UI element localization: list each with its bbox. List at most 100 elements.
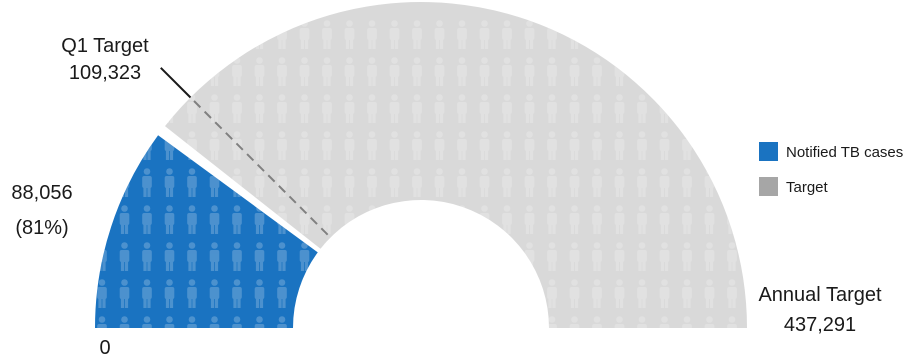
person-icon [367, 168, 377, 197]
legend-label-notified: Notified TB cases [786, 144, 903, 161]
legend: Notified TB cases Target [759, 142, 903, 196]
person-icon [164, 94, 175, 123]
person-icon [614, 316, 625, 328]
person-icon [524, 20, 535, 49]
person-icon [614, 205, 625, 234]
person-icon [367, 131, 377, 160]
person-icon [479, 131, 490, 160]
person-icon [569, 131, 580, 160]
person-icon [637, 168, 647, 197]
person-icon [187, 279, 197, 308]
person-icon [457, 131, 467, 160]
person-icon [344, 94, 355, 123]
person-icon [727, 20, 737, 49]
person-icon [547, 131, 557, 160]
person-icon [682, 242, 692, 271]
person-icon [322, 131, 332, 160]
person-icon [322, 20, 332, 49]
person-icon [524, 279, 535, 308]
person-icon [434, 242, 445, 271]
person-icon [254, 131, 265, 160]
person-icon [637, 242, 647, 271]
person-icon [142, 205, 152, 234]
person-icon [659, 242, 670, 271]
person-icon [727, 131, 737, 160]
person-icon [187, 168, 197, 197]
person-icon [457, 279, 467, 308]
annual-target-value: 437,291 [784, 314, 856, 336]
person-icon [232, 20, 242, 49]
person-icon [299, 57, 310, 86]
person-icon [502, 131, 512, 160]
person-icon [592, 131, 602, 160]
person-icon [457, 316, 467, 328]
person-icon [344, 20, 355, 49]
person-icon [344, 279, 355, 308]
person-icon [682, 205, 692, 234]
person-icon [614, 242, 625, 271]
person-icon [524, 57, 535, 86]
person-icon [277, 316, 287, 328]
person-icon [592, 20, 602, 49]
person-icon [547, 316, 557, 328]
person-icon [502, 57, 512, 86]
person-icon [322, 94, 332, 123]
person-icon [119, 279, 130, 308]
person-icon [209, 94, 220, 123]
person-icon [502, 205, 512, 234]
min-label: 0 [99, 337, 110, 356]
person-icon [389, 131, 400, 160]
person-icon [254, 168, 265, 197]
person-icon [97, 279, 107, 308]
person-icon [232, 316, 242, 328]
person-icon [119, 131, 130, 160]
person-icon [367, 20, 377, 49]
person-icon [727, 242, 737, 271]
person-icon [479, 279, 490, 308]
person-icon [524, 316, 535, 328]
person-icon [164, 20, 175, 49]
person-icon [367, 242, 377, 271]
person-icon [457, 94, 467, 123]
person-icon [637, 57, 647, 86]
person-icon [569, 242, 580, 271]
legend-swatch-notified [759, 142, 778, 161]
person-icon [569, 279, 580, 308]
person-icon [704, 131, 715, 160]
person-icon [614, 279, 625, 308]
person-icon [704, 279, 715, 308]
person-icon [142, 242, 152, 271]
person-icon [142, 57, 152, 86]
person-icon [164, 205, 175, 234]
person-icon [434, 94, 445, 123]
person-icon [502, 94, 512, 123]
q1-target-value: 109,323 [69, 62, 141, 84]
person-icon [547, 279, 557, 308]
person-icon [232, 279, 242, 308]
person-icon [232, 94, 242, 123]
person-icon [322, 316, 332, 328]
person-icon [524, 94, 535, 123]
person-icon [524, 205, 535, 234]
person-icon [524, 131, 535, 160]
person-icon [727, 279, 737, 308]
person-icon [457, 57, 467, 86]
person-icon [367, 94, 377, 123]
person-icon [750, 242, 760, 271]
person-icon [164, 242, 175, 271]
q1-target-marker-line [189, 96, 329, 236]
person-icon [704, 94, 715, 123]
person-icon [592, 168, 602, 197]
person-icon [434, 205, 445, 234]
person-icon [502, 20, 512, 49]
person-icon [547, 242, 557, 271]
person-icon [412, 316, 422, 328]
legend-swatch-target [759, 177, 778, 196]
person-icon [164, 316, 175, 328]
person-icon [209, 131, 220, 160]
person-icon [682, 279, 692, 308]
person-icon [164, 279, 175, 308]
actual-value-label: 88,056 [11, 182, 72, 204]
person-icon [524, 168, 535, 197]
person-icon [659, 279, 670, 308]
